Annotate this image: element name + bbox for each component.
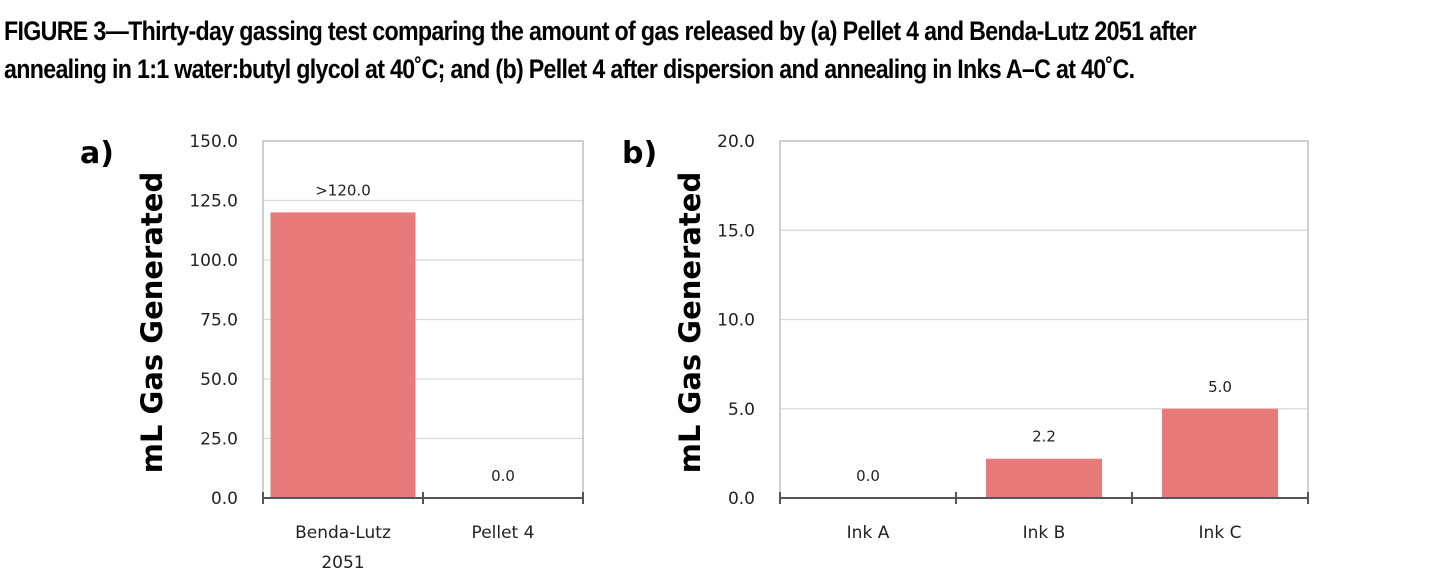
figure-caption: FIGURE 3—Thirty-day gassing test compari… bbox=[4, 12, 1234, 88]
chart-a-category-label: Pellet 4 bbox=[472, 523, 535, 543]
chart-b-y-axis-label: mL Gas Generated bbox=[673, 172, 707, 473]
chart-a-ytick-label: 0.0 bbox=[211, 489, 238, 509]
chart-a-ytick-label: 125.0 bbox=[189, 192, 238, 212]
chart-a-data-label: 0.0 bbox=[491, 467, 515, 485]
chart-a-panel-label: a) bbox=[80, 136, 114, 171]
caption-line-2: annealing in 1:1 water:butyl glycol at 4… bbox=[4, 54, 1135, 84]
chart-a-bar bbox=[270, 212, 416, 498]
chart-b-ytick-label: 0.0 bbox=[728, 489, 755, 509]
chart-a-category-label: 2051 bbox=[321, 553, 364, 573]
chart-b-bar bbox=[986, 458, 1102, 498]
chart-a-category-label: Benda-Lutz bbox=[295, 523, 391, 543]
chart-b-bar bbox=[1162, 408, 1278, 498]
chart-b-category-label: Ink A bbox=[847, 523, 890, 543]
chart-b-ytick-label: 20.0 bbox=[717, 132, 755, 152]
chart-a-y-axis-label: mL Gas Generated bbox=[135, 172, 169, 473]
chart-b-ytick-label: 10.0 bbox=[717, 311, 755, 331]
chart-b-category-label: Ink B bbox=[1023, 523, 1066, 543]
chart-a-ytick-label: 25.0 bbox=[200, 430, 238, 450]
chart-a-ytick-label: 150.0 bbox=[189, 132, 238, 152]
chart-a-ytick-label: 50.0 bbox=[200, 370, 238, 390]
chart-a-ytick-label: 100.0 bbox=[189, 251, 238, 271]
chart-b-data-label: 0.0 bbox=[856, 467, 880, 485]
chart-b-panel-label: b) bbox=[622, 136, 657, 171]
chart-b-ytick-label: 15.0 bbox=[717, 221, 755, 241]
chart-a-data-label: >120.0 bbox=[315, 181, 371, 199]
chart-b-data-label: 5.0 bbox=[1208, 378, 1232, 396]
caption-line-1: FIGURE 3—Thirty-day gassing test compari… bbox=[4, 16, 1197, 46]
chart-b-ytick-label: 5.0 bbox=[728, 400, 755, 420]
chart-a-ytick-label: 75.0 bbox=[200, 311, 238, 331]
chart-b-data-label: 2.2 bbox=[1032, 428, 1056, 446]
chart-b-category-label: Ink C bbox=[1199, 523, 1242, 543]
